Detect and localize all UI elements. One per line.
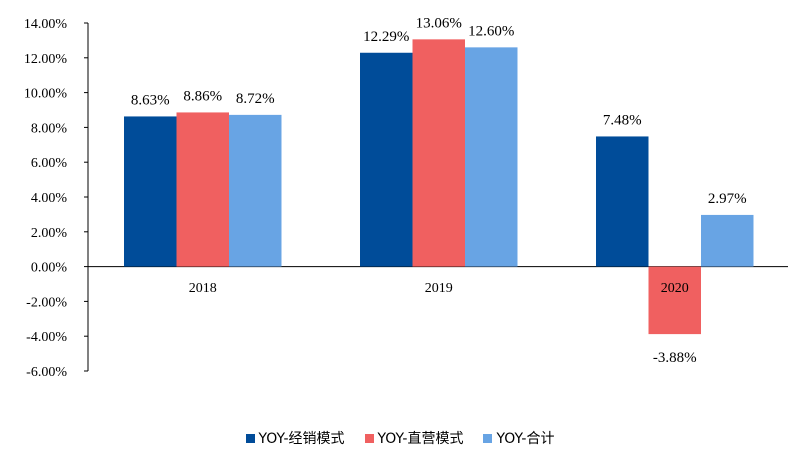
data-label: 8.63% [131, 92, 170, 108]
y-tick-label: 4.00% [31, 191, 68, 206]
legend: YOY-经销模式 YOY-直营模式 YOY-合计 [0, 428, 800, 448]
data-label: 2.97% [708, 191, 747, 207]
y-tick-label: 8.00% [31, 121, 68, 136]
legend-swatch-series-2 [364, 433, 374, 443]
bar [596, 136, 649, 267]
bar [412, 39, 465, 267]
y-tick-label: 12.00% [24, 52, 68, 67]
legend-label-series-1: YOY-经销模式 [258, 431, 345, 447]
data-label: 7.48% [603, 112, 642, 128]
data-label: -3.88% [653, 350, 697, 366]
legend-label-series-2: YOY-直营模式 [377, 431, 464, 447]
data-label: 13.06% [416, 15, 462, 31]
legend-swatch-series-1 [245, 433, 255, 443]
data-label: 8.72% [236, 91, 275, 107]
x-category-label: 2018 [189, 281, 217, 296]
data-label: 12.60% [468, 23, 514, 39]
y-tick-label: -4.00% [26, 330, 67, 345]
y-tick-label: 10.00% [24, 87, 68, 102]
bar [648, 266, 701, 335]
bar [360, 52, 413, 267]
y-tick-label: -2.00% [26, 295, 67, 310]
y-tick-label: -6.00% [26, 365, 67, 380]
bar [176, 112, 229, 267]
axes: 14.00% 12.00% 10.00% 8.00% 6.00% 4.00% 2.00% 0.… [24, 17, 788, 380]
x-category-label: 2020 [661, 281, 689, 296]
legend-label-series-3: YOY-合计 [496, 431, 555, 447]
bar [124, 116, 177, 267]
y-tick-label: 0.00% [31, 261, 68, 276]
x-category-label: 2019 [425, 281, 453, 296]
legend-item-series-2: YOY-直营模式 [364, 428, 464, 448]
bar [465, 47, 518, 267]
y-tick-label: 14.00% [24, 17, 68, 32]
legend-item-series-3: YOY-合计 [483, 428, 554, 448]
labels: 2018 2019 2020 8.63% 12.29% 7.48% 8.86% 13.06% -… [131, 15, 747, 366]
y-tick-label: 2.00% [31, 226, 68, 241]
bars [124, 39, 754, 335]
data-label: 12.29% [363, 29, 409, 45]
bar [229, 114, 282, 267]
data-label: 8.86% [183, 88, 222, 104]
legend-item-series-1: YOY-经销模式 [245, 428, 345, 448]
legend-swatch-series-3 [483, 433, 493, 443]
bar [701, 214, 754, 267]
y-tick-label: 6.00% [31, 156, 68, 171]
